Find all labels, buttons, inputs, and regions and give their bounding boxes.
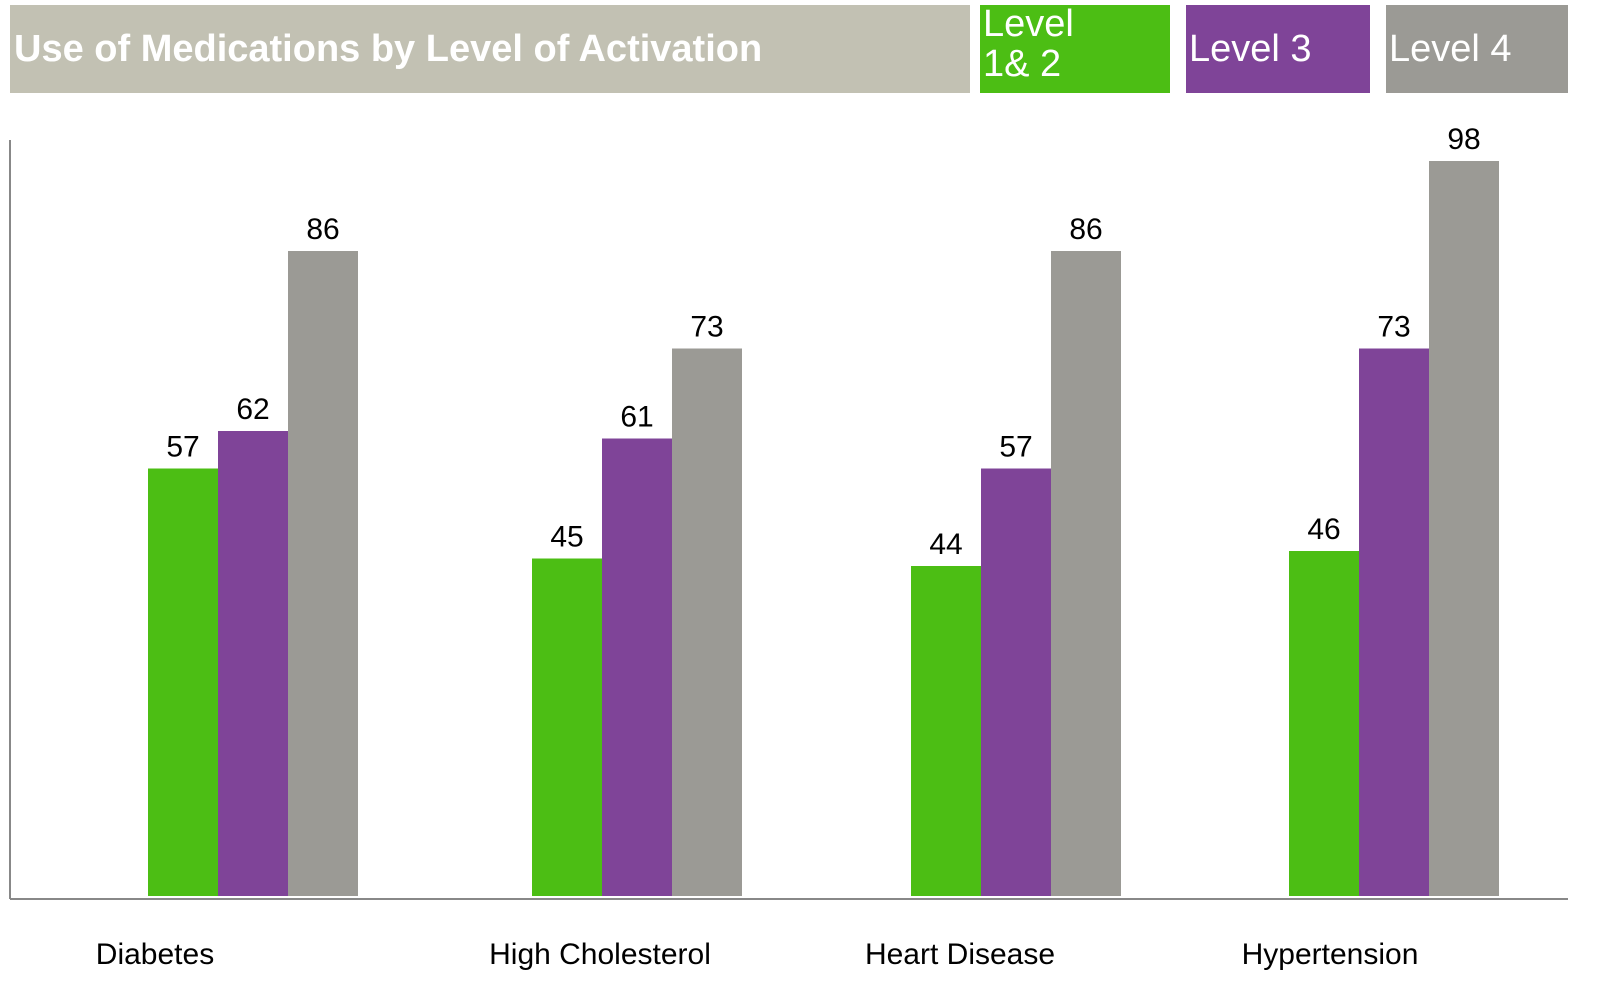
legend-entry: Level 4: [1386, 5, 1568, 93]
bar: [148, 468, 218, 896]
x-tick-label: High Cholesterol: [489, 938, 711, 971]
data-label: 62: [236, 393, 269, 426]
chart-title: Use of Medications by Level of Activatio…: [10, 5, 970, 93]
x-tick-label: Heart Disease: [865, 938, 1055, 971]
data-label: 86: [306, 213, 339, 246]
bar: [288, 251, 358, 896]
bar: [1051, 251, 1121, 896]
bar: [218, 431, 288, 896]
legend-entry: Level 1& 2: [980, 4, 1100, 93]
data-label: 57: [166, 430, 199, 463]
legend-entry: Level 3: [1186, 5, 1370, 93]
bar: [981, 468, 1051, 896]
data-label: 73: [690, 310, 723, 343]
bar: [532, 558, 602, 896]
bar: [1359, 348, 1429, 896]
bar: [672, 348, 742, 896]
data-label: 61: [620, 400, 653, 433]
x-tick-label: Hypertension: [1242, 938, 1419, 971]
data-label: 98: [1447, 123, 1480, 156]
bar: [1289, 551, 1359, 896]
bar: [1429, 161, 1499, 896]
x-tick-label: Diabetes: [96, 938, 214, 971]
data-label: 45: [550, 520, 583, 553]
bar: [911, 566, 981, 896]
data-label: 86: [1069, 213, 1102, 246]
data-label: 73: [1377, 310, 1410, 343]
data-label: 44: [929, 528, 962, 561]
bar: [602, 438, 672, 896]
data-label: 57: [999, 430, 1032, 463]
data-label: 46: [1307, 513, 1340, 546]
